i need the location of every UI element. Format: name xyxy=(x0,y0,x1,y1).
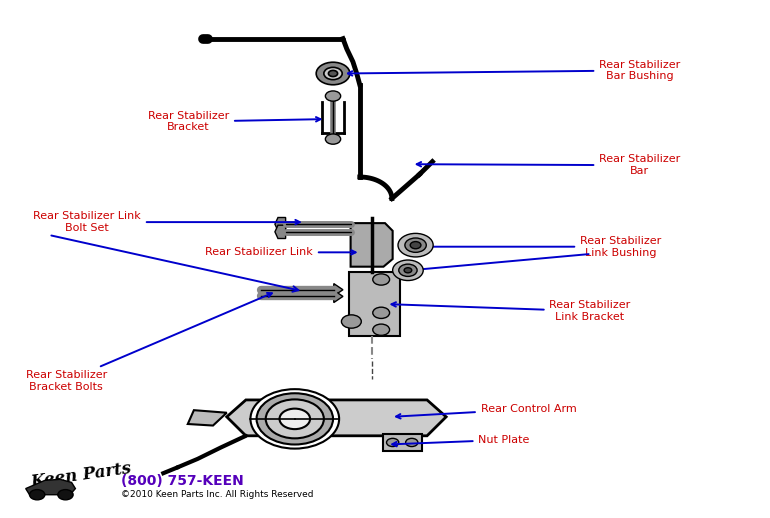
Circle shape xyxy=(406,438,418,447)
Circle shape xyxy=(410,241,421,249)
Polygon shape xyxy=(333,290,343,303)
Text: (800) 757-KEEN: (800) 757-KEEN xyxy=(121,474,244,488)
Circle shape xyxy=(329,70,337,77)
Circle shape xyxy=(399,264,417,277)
Circle shape xyxy=(341,315,361,328)
Circle shape xyxy=(373,324,390,335)
Polygon shape xyxy=(333,283,343,296)
Text: Rear Stabilizer
Bar Bushing: Rear Stabilizer Bar Bushing xyxy=(348,60,680,81)
Circle shape xyxy=(404,268,412,273)
Circle shape xyxy=(373,274,390,285)
Circle shape xyxy=(405,238,427,252)
Circle shape xyxy=(316,62,350,85)
Text: Rear Stabilizer
Bracket Bolts: Rear Stabilizer Bracket Bolts xyxy=(25,293,272,392)
Polygon shape xyxy=(349,272,400,336)
Circle shape xyxy=(398,234,434,257)
Circle shape xyxy=(250,389,339,449)
Text: Rear Stabilizer Link: Rear Stabilizer Link xyxy=(206,247,356,257)
Polygon shape xyxy=(226,400,446,436)
Text: Rear Stabilizer Link
Bolt Set: Rear Stabilizer Link Bolt Set xyxy=(33,211,300,233)
Polygon shape xyxy=(383,434,422,451)
Text: Rear Stabilizer
Link Bushing: Rear Stabilizer Link Bushing xyxy=(407,236,661,257)
Text: ©2010 Keen Parts Inc. All Rights Reserved: ©2010 Keen Parts Inc. All Rights Reserve… xyxy=(121,490,313,499)
Circle shape xyxy=(324,67,342,80)
Polygon shape xyxy=(350,223,393,267)
Circle shape xyxy=(393,260,424,281)
Circle shape xyxy=(280,409,310,429)
Circle shape xyxy=(58,490,73,500)
Polygon shape xyxy=(188,410,226,426)
Circle shape xyxy=(326,91,340,101)
Text: Nut Plate: Nut Plate xyxy=(392,435,530,447)
Text: Rear Control Arm: Rear Control Arm xyxy=(396,404,576,419)
Circle shape xyxy=(266,399,324,438)
Circle shape xyxy=(326,134,340,144)
Circle shape xyxy=(29,490,45,500)
Text: Rear Stabilizer
Bracket: Rear Stabilizer Bracket xyxy=(148,111,320,133)
Text: Rear Stabilizer
Bar: Rear Stabilizer Bar xyxy=(417,154,680,176)
Polygon shape xyxy=(275,225,286,238)
Text: Keen Parts: Keen Parts xyxy=(29,461,132,491)
Polygon shape xyxy=(275,218,286,231)
Circle shape xyxy=(256,393,333,444)
Circle shape xyxy=(373,307,390,319)
Polygon shape xyxy=(25,479,75,495)
Circle shape xyxy=(387,438,399,447)
Text: Rear Stabilizer
Link Bracket: Rear Stabilizer Link Bracket xyxy=(391,300,631,322)
